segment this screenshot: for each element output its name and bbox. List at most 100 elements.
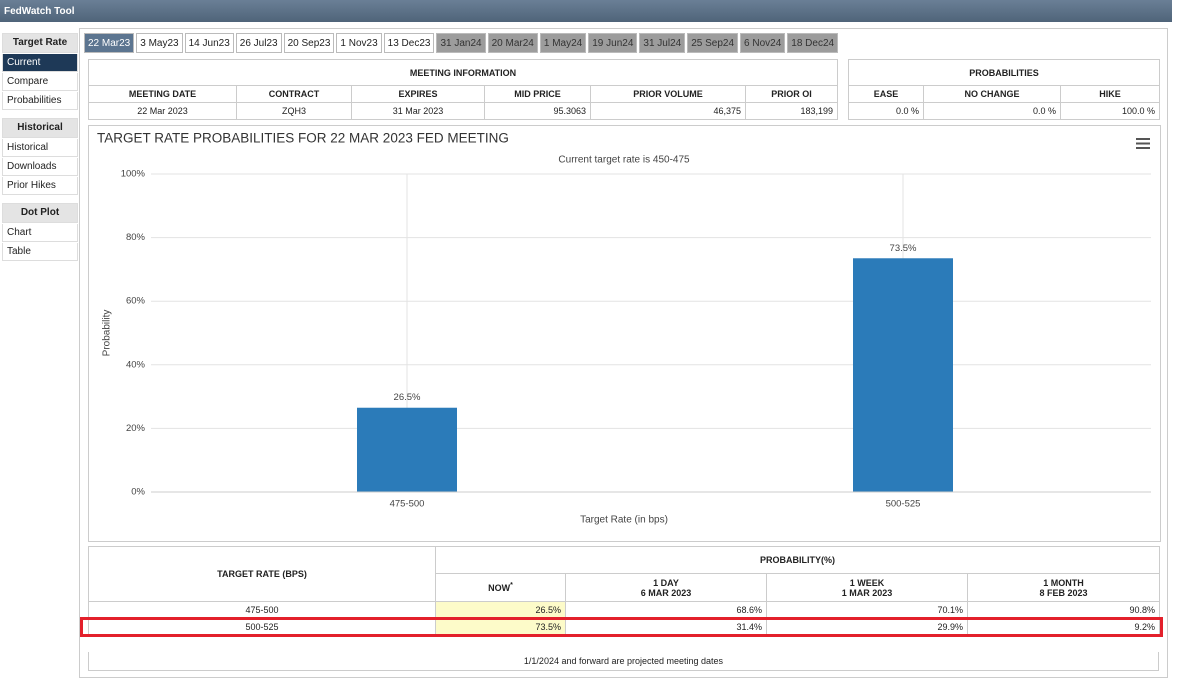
column-header: MEETING DATE (88, 85, 237, 103)
cell: 46,375 (590, 102, 746, 120)
sidebar-item[interactable]: Current (2, 54, 78, 72)
x-tick-label: 475-500 (390, 499, 425, 510)
meeting-tab[interactable]: 26 Jul23 (235, 33, 282, 53)
title-row: PROBABILITIES (848, 59, 1160, 86)
column-header: NOW* (435, 573, 566, 602)
main-panel (79, 28, 1168, 678)
sidebar-item[interactable]: Prior Hikes (2, 177, 78, 195)
sidebar-item[interactable]: Historical (2, 139, 78, 157)
y-tick-label: 0% (131, 487, 145, 498)
column-label: 1 WEEK (849, 577, 885, 588)
header-row: TARGET RATE (BPS) PROBABILITY(%) (88, 546, 1160, 602)
subheader-row: NOW* 1 DAY 6 MAR 2023 1 WEEK 1 MAR 2023 1 MON… (89, 573, 1160, 602)
meeting-tab[interactable]: 31 Jan24 (436, 33, 486, 53)
column-header: PRIOR VOLUME (590, 85, 746, 103)
meeting-tab[interactable]: 13 Dec23 (383, 33, 435, 53)
cell: 26.5% (435, 601, 566, 619)
x-tick-label: 500-525 (886, 499, 921, 510)
sidebar-item[interactable]: Chart (2, 224, 78, 242)
cell: 0.0 % (848, 102, 924, 120)
meeting-tab[interactable]: 25 Sep24 (687, 33, 739, 53)
y-tick-label: 40% (126, 359, 146, 370)
column-header: EXPIRES (351, 85, 485, 103)
prob-table: TARGET RATE (BPS) PROBABILITY(%) NOW* 1 DAY… (88, 546, 1160, 636)
header-row: MEETING DATE CONTRACT EXPIRES MID PRICE PRIO… (88, 85, 839, 103)
y-tick-label: 20% (126, 423, 146, 434)
cell: 95.3063 (484, 102, 591, 120)
column-header: NO CHANGE (923, 85, 1061, 103)
meeting-tab[interactable]: 20 Sep23 (283, 33, 335, 53)
column-header: HIKE (1060, 85, 1160, 103)
meeting-tab[interactable]: 3 May23 (136, 33, 183, 53)
cell: 70.1% (766, 601, 968, 619)
meeting-tab[interactable]: 19 Jun24 (588, 33, 638, 53)
sidebar-header: Dot Plot (2, 203, 78, 223)
meeting-tab[interactable]: 1 May24 (539, 33, 587, 53)
meeting-tab[interactable]: 6 Nov24 (740, 33, 786, 53)
meeting-tab[interactable]: 31 Jul24 (639, 33, 686, 53)
data-row: 475-500 26.5% 68.6% 70.1% 90.8% (88, 601, 1160, 619)
data-label: 26.5% (394, 392, 421, 403)
bar (853, 258, 953, 492)
column-header: PRIOR OI (744, 85, 839, 103)
footer-note: 1/1/2024 and forward are projected meeti… (88, 652, 1159, 671)
meeting-tab[interactable]: 14 Jun23 (184, 33, 234, 53)
column-date: 8 FEB 2023 (1039, 587, 1088, 598)
cell: 0.0 % (923, 102, 1061, 120)
column-label: 1 DAY (653, 577, 679, 588)
cell: 183,199 (744, 102, 839, 120)
sidebar-item[interactable]: Compare (2, 73, 78, 91)
app-title: FedWatch Tool (0, 0, 1172, 22)
info-table: MEETING INFORMATION MEETING DATE CONTRACT E… (87, 59, 839, 120)
sidebar-item[interactable]: Downloads (2, 158, 78, 176)
column-header: CONTRACT (236, 85, 352, 103)
column-header: EASE (848, 85, 924, 103)
sidebar: Target Rate Current Compare Probabilities Hi… (2, 33, 78, 261)
column-header: MID PRICE (484, 85, 591, 103)
table-title: PROBABILITIES (848, 59, 1160, 86)
cell: 68.6% (565, 601, 767, 619)
row-header: TARGET RATE (BPS) (88, 546, 436, 602)
group-header: PROBABILITY(%) (435, 546, 1160, 574)
meeting-tab[interactable]: 20 Mar24 (487, 33, 538, 53)
meeting-tab[interactable]: 22 Mar23 (84, 33, 135, 53)
data-label: 73.5% (890, 243, 917, 254)
chart: TARGET RATE PROBABILITIES FOR 22 MAR 202… (88, 125, 1161, 542)
table-title: MEETING INFORMATION (87, 59, 839, 86)
sidebar-item[interactable]: Probabilities (2, 92, 78, 110)
column-header: 1 WEEK 1 MAR 2023 (766, 573, 968, 602)
value-row: 22 Mar 2023 ZQH3 31 Mar 2023 95.3063 46,375 1… (88, 102, 839, 120)
y-tick-label: 80% (126, 232, 146, 243)
column-note: * (510, 582, 513, 589)
sidebar-item[interactable]: Table (2, 243, 78, 261)
meeting-tab[interactable]: 1 Nov23 (336, 33, 382, 53)
highlight-box (80, 617, 1163, 637)
column-header: 1 MONTH 8 FEB 2023 (967, 573, 1160, 602)
meeting-tab[interactable]: 18 Dec24 (787, 33, 839, 53)
menu-icon[interactable] (1136, 138, 1150, 149)
probability-table: TARGET RATE (BPS) PROBABILITY(%) NOW* 1 DAY… (88, 546, 1160, 636)
column-date: 1 MAR 2023 (841, 587, 893, 598)
bar (357, 407, 457, 492)
cell: 22 Mar 2023 (88, 102, 237, 120)
probabilities-info: PROBABILITIES EASE NO CHANGE HIKE 0.0 % 0.0 %… (848, 59, 1160, 120)
header-row: EASE NO CHANGE HIKE (848, 85, 1160, 103)
meeting-info: MEETING INFORMATION MEETING DATE CONTRACT E… (87, 59, 839, 120)
value-row: 0.0 % 0.0 % 100.0 % (848, 102, 1160, 120)
sidebar-header: Target Rate (2, 33, 78, 53)
meeting-tabs: 22 Mar23 3 May23 14 Jun23 26 Jul23 20 Sep23 1… (84, 33, 839, 53)
sidebar-header: Historical (2, 118, 78, 138)
cell: 100.0 % (1060, 102, 1160, 120)
info-table: PROBABILITIES EASE NO CHANGE HIKE 0.0 % 0.0 %… (848, 59, 1160, 120)
y-axis-label: Probability (102, 310, 113, 357)
cell: ZQH3 (236, 102, 352, 120)
y-tick-label: 100% (121, 169, 146, 180)
chart-title: TARGET RATE PROBABILITIES FOR 22 MAR 202… (97, 131, 509, 146)
title-row: MEETING INFORMATION (87, 59, 839, 86)
y-tick-label: 60% (126, 296, 146, 307)
cell: 475-500 (88, 601, 436, 619)
chart-subtitle: Current target rate is 450-475 (558, 155, 690, 166)
column-label: NOW (488, 583, 511, 593)
column-header: 1 DAY 6 MAR 2023 (565, 573, 767, 602)
cell: 31 Mar 2023 (351, 102, 485, 120)
